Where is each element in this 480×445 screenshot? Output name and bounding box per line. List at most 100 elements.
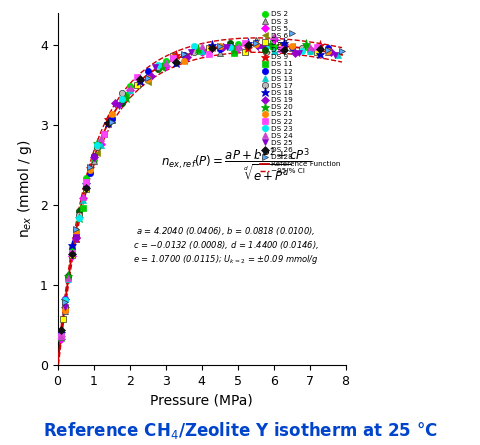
DS 21 (252, 41, 258, 47)
DS 26 (245, 42, 252, 48)
DS 9 (281, 42, 287, 48)
DS 22 (84, 180, 89, 185)
DS 20 (94, 140, 100, 146)
DS 6 (145, 79, 151, 85)
DS 23 (62, 298, 68, 303)
DS 9 (87, 165, 93, 170)
Line: DS 19: DS 19 (62, 44, 334, 302)
DS 9 (173, 53, 179, 58)
DS 20 (76, 215, 82, 221)
DS 8 (264, 44, 269, 50)
DS 24 (65, 275, 71, 281)
DS 28 (324, 47, 330, 53)
DS 11 (123, 93, 129, 98)
DS 18 (209, 42, 215, 47)
DS 20 (267, 42, 273, 47)
Line: DS 26: DS 26 (58, 42, 324, 334)
DS 20 (303, 41, 309, 47)
DS 13 (271, 48, 276, 53)
DS 22 (134, 74, 140, 80)
DS 2 (72, 228, 78, 234)
Text: Reference CH$_4$/Zeolite Y isotherm at 25 °C: Reference CH$_4$/Zeolite Y isotherm at 2… (43, 420, 437, 441)
DS 22 (170, 56, 176, 61)
DS 20 (59, 335, 64, 340)
DS 12 (72, 232, 78, 238)
DS 12 (252, 40, 258, 46)
DS 28 (62, 299, 68, 305)
DS 13 (163, 60, 168, 65)
DS 18 (59, 331, 64, 336)
DS 8 (91, 153, 96, 158)
DS 2 (163, 58, 168, 64)
DS 3 (252, 37, 258, 43)
Line: DS 25: DS 25 (61, 44, 338, 311)
DS 13 (199, 48, 204, 53)
DS 23 (94, 142, 100, 148)
DS 13 (80, 197, 85, 202)
DS 9 (62, 306, 68, 311)
Line: DS 21: DS 21 (61, 41, 331, 313)
DS 21 (289, 43, 295, 49)
DS 7 (170, 54, 176, 59)
DS 3 (289, 45, 295, 50)
DS 7 (242, 49, 248, 54)
DS 17 (156, 64, 161, 69)
Line: DS 18: DS 18 (57, 38, 325, 338)
DS 11 (231, 50, 237, 56)
DS 25 (224, 44, 230, 49)
DS 7 (69, 253, 75, 258)
Text: $a$ = 4.2040 (0.0406), $b$ = 0.0818 (0.0100),
$c$ = $-$0.0132 (0.0008), $d$ = 1.: $a$ = 4.2040 (0.0406), $b$ = 0.0818 (0.0… (133, 225, 319, 266)
DS 9 (105, 116, 111, 121)
DS 7 (278, 42, 284, 48)
DS 26 (173, 59, 179, 65)
Line: DS 11: DS 11 (59, 43, 309, 336)
DS 11 (267, 44, 273, 49)
Line: DS 23: DS 23 (61, 43, 306, 303)
DS 21 (62, 307, 68, 313)
DS 5 (163, 63, 168, 69)
DS 20 (65, 274, 71, 279)
DS 5 (98, 141, 104, 146)
DS 21 (145, 77, 151, 82)
DS 18 (318, 51, 324, 57)
DS 6 (252, 40, 258, 45)
DS 26 (137, 77, 143, 82)
DS 8 (228, 40, 233, 45)
DS 22 (242, 40, 248, 46)
DS 8 (156, 66, 161, 71)
DS 13 (307, 48, 312, 53)
DS 2 (91, 157, 96, 162)
DS 20 (231, 48, 237, 53)
DS 8 (120, 101, 125, 106)
DS 24 (127, 85, 132, 91)
Line: DS 8: DS 8 (58, 40, 306, 339)
DS 19 (148, 73, 154, 78)
DS 12 (324, 46, 330, 51)
DS 24 (307, 44, 312, 49)
DS 11 (195, 49, 201, 54)
DS 2 (235, 41, 240, 46)
DS 3 (145, 71, 151, 76)
DS 3 (216, 50, 222, 55)
DS 2 (59, 329, 64, 334)
DS 22 (206, 51, 212, 56)
DS 2 (199, 50, 204, 55)
DS 24 (235, 44, 240, 49)
DS 2 (65, 276, 71, 281)
DS 25 (62, 305, 68, 310)
DS 12 (62, 296, 68, 302)
DS 7 (84, 186, 89, 191)
DS 22 (59, 333, 64, 339)
DS 25 (260, 45, 266, 51)
DS 19 (292, 50, 298, 56)
DS 2 (271, 44, 276, 50)
DS 5 (307, 46, 312, 52)
DS 12 (87, 171, 93, 176)
DS 28 (72, 227, 78, 232)
DS 17 (120, 91, 125, 96)
DS 23 (300, 49, 305, 54)
DS 28 (216, 43, 222, 49)
DS 25 (152, 65, 157, 70)
DS 20 (195, 46, 201, 51)
DS 18 (105, 120, 111, 125)
